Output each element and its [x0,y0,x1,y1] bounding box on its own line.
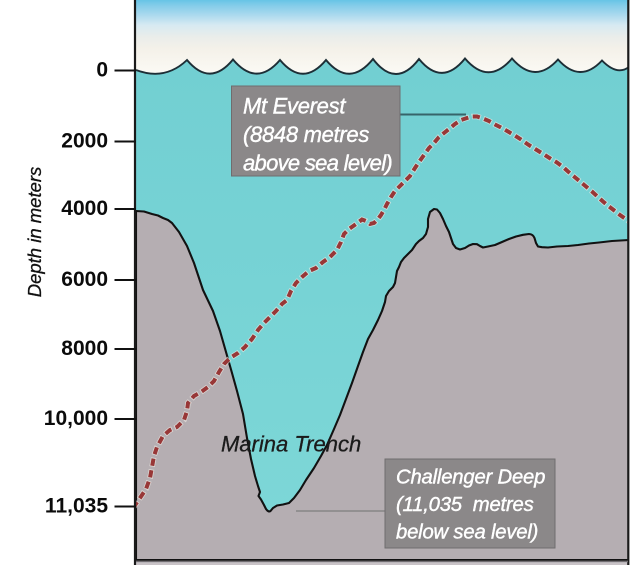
svg-text:8000: 8000 [61,337,108,360]
svg-text:Depth in meters: Depth in meters [24,167,45,298]
svg-text:Marina Trench: Marina Trench [221,432,361,457]
svg-text:below sea level): below sea level) [396,522,538,544]
svg-text:2000: 2000 [61,130,108,153]
svg-text:(11,035 metres: (11,035 metres [396,494,534,516]
svg-text:Mt Everest: Mt Everest [243,94,346,119]
svg-text:10,000: 10,000 [44,407,108,430]
svg-text:(8848 metres: (8848 metres [243,122,369,147]
svg-text:4000: 4000 [61,197,108,220]
svg-text:11,035: 11,035 [45,495,108,518]
svg-text:Challenger Deep: Challenger Deep [396,467,545,489]
svg-text:6000: 6000 [61,268,108,291]
svg-text:0: 0 [96,59,108,82]
svg-text:above sea level): above sea level) [243,151,392,176]
